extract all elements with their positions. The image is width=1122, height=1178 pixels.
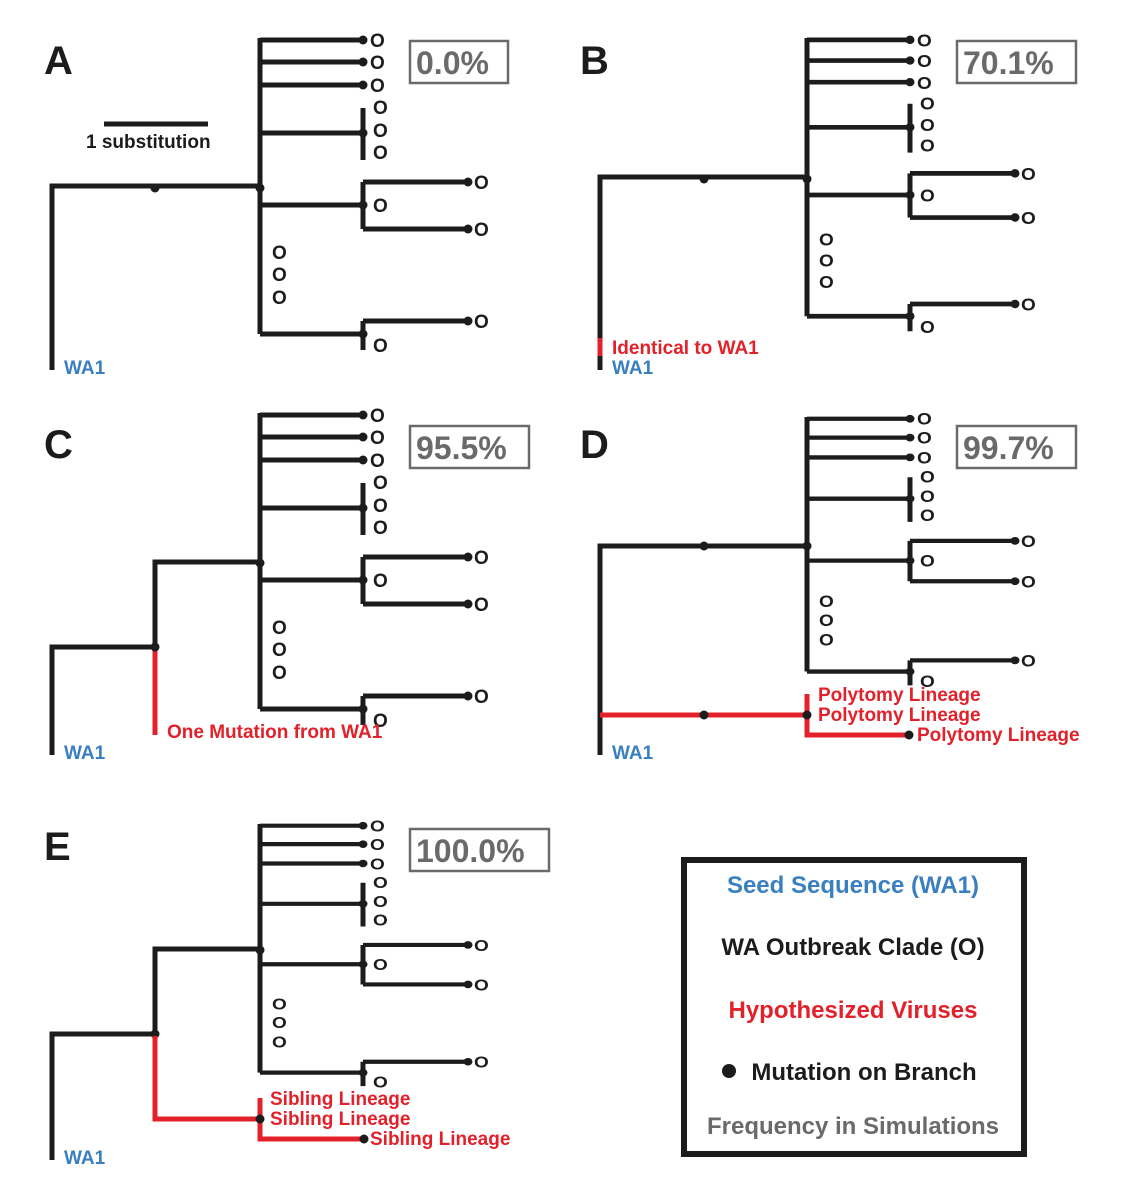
legend-frequency: Frequency in Simulations xyxy=(707,1113,999,1140)
panel-e: E 100.0% Sibling Lineage Sibling Lineage… xyxy=(44,817,551,1169)
frequency-a: 0.0% xyxy=(416,45,489,81)
panel-label-a: A xyxy=(44,39,73,83)
red-label-d-2: Polytomy Lineage xyxy=(818,705,981,726)
frequency-box-b xyxy=(955,39,1078,85)
tree-a xyxy=(49,31,489,370)
red-label-e-3: Sibling Lineage xyxy=(370,1129,510,1150)
red-label-d-3: Polytomy Lineage xyxy=(917,725,1080,746)
panel-label-e: E xyxy=(44,825,71,869)
panel-c: C 95.5% One Mutation from WA1 WA1 xyxy=(44,406,531,764)
mutation-dot-icon xyxy=(722,1064,736,1078)
panel-label-b: B xyxy=(580,39,609,83)
wa1-label-a: WA1 xyxy=(64,358,106,379)
frequency-d: 99.7% xyxy=(963,430,1054,466)
scale-bar: 1 substitution xyxy=(86,121,211,153)
panel-a: A 0.0% 1 substitution WA1 xyxy=(44,31,510,379)
legend-clade: WA Outbreak Clade (O) xyxy=(721,934,984,961)
frequency-box-a xyxy=(408,39,510,85)
tree-c xyxy=(49,406,489,755)
red-label-e-2: Sibling Lineage xyxy=(270,1109,410,1130)
red-label-c: One Mutation from WA1 xyxy=(167,722,383,743)
frequency-e: 100.0% xyxy=(416,833,525,869)
tree-d xyxy=(597,410,1036,755)
wa1-label-c: WA1 xyxy=(64,743,106,764)
panel-d: D 99.7% Polytomy Lineage Polytomy Lineag… xyxy=(580,410,1080,764)
legend-hypothesized: Hypothesized Viruses xyxy=(729,997,978,1024)
panel-label-d: D xyxy=(580,423,609,467)
scale-bar-label: 1 substitution xyxy=(86,132,211,153)
wa1-label-e: WA1 xyxy=(64,1148,106,1169)
legend-box xyxy=(681,857,1027,1157)
red-label-e-1: Sibling Lineage xyxy=(270,1089,410,1110)
legend: Seed Sequence (WA1) WA Outbreak Clade (O… xyxy=(681,857,1027,1157)
frequency-box-e xyxy=(408,827,551,873)
legend-seed: Seed Sequence (WA1) xyxy=(727,872,979,899)
frequency-b: 70.1% xyxy=(963,45,1054,81)
tree-b xyxy=(597,30,1036,370)
frequency-c: 95.5% xyxy=(416,430,507,466)
panel-label-c: C xyxy=(44,423,73,467)
panel-b: B 70.1% Identical to WA1 WA1 xyxy=(580,30,1078,379)
red-label-d-1: Polytomy Lineage xyxy=(818,685,981,706)
red-label-b: Identical to WA1 xyxy=(612,338,759,359)
frequency-box-c xyxy=(408,424,531,470)
wa1-label-d: WA1 xyxy=(612,743,654,764)
frequency-box-d xyxy=(955,424,1078,470)
legend-mutation: Mutation on Branch xyxy=(751,1059,976,1086)
wa1-label-b: WA1 xyxy=(612,358,654,379)
tree-e xyxy=(49,817,489,1160)
